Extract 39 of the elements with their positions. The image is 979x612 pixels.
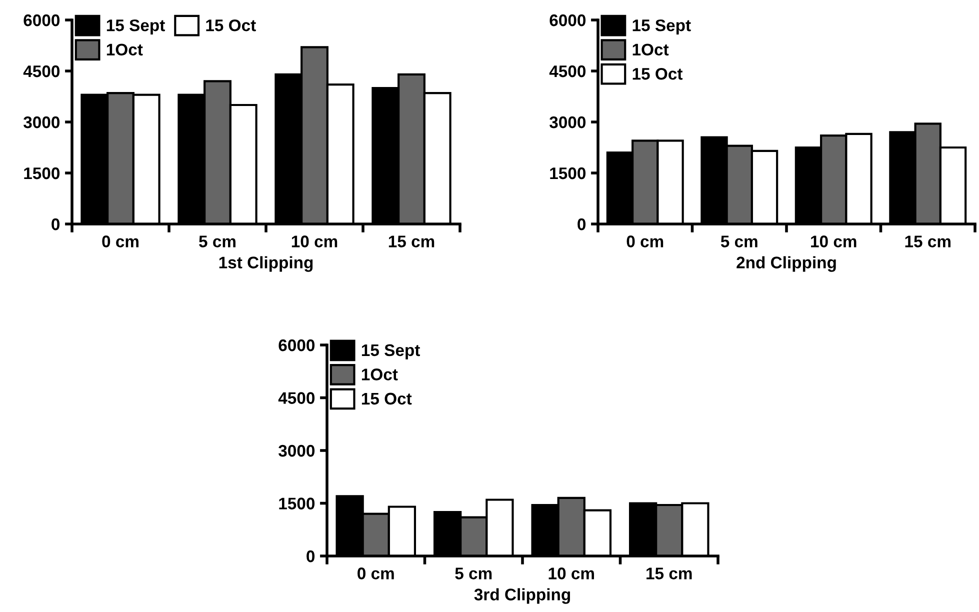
x-tick-label: 0 cm	[102, 236, 138, 248]
legend-label: 1Oct	[106, 44, 143, 56]
legend-label: 15 Sept	[106, 19, 165, 35]
x-tick-label: 15 cm	[646, 568, 692, 580]
x-tick-label: 0 cm	[358, 568, 394, 580]
x-tick-label: 5 cm	[720, 236, 758, 248]
x-tick-label: 0 cm	[626, 236, 664, 248]
x-tick-label: 15 cm	[905, 236, 950, 248]
x-tick-label: 10 cm	[548, 568, 594, 580]
legend-label: 15 Oct	[362, 392, 412, 405]
x-axis-title: 2nd Clipping	[736, 256, 836, 272]
x-tick-label: 10 cm	[811, 236, 856, 248]
y-tick-label: 0	[578, 218, 586, 230]
y-tick-label: 4500	[23, 65, 60, 78]
legend-label: 15 Oct	[206, 19, 256, 32]
y-tick-label: 3000	[24, 116, 60, 128]
y-tick-label: 3000	[550, 116, 586, 128]
legend-label: 1Oct	[362, 368, 398, 380]
x-tick-label: 10 cm	[292, 236, 338, 248]
x-tick-label: 5 cm	[199, 236, 236, 248]
x-tick-label: 15 cm	[388, 236, 434, 248]
x-axis-title: 3rd Clipping	[474, 588, 570, 604]
y-tick-label: 0	[52, 218, 60, 230]
y-tick-label: 1500	[24, 167, 60, 180]
legend-label: 1Oct	[632, 44, 669, 56]
x-tick-label: 5 cm	[455, 568, 492, 580]
y-tick-label: 1500	[550, 167, 586, 180]
legend-label: 15 Sept	[362, 344, 420, 360]
y-tick-label: 6000	[550, 14, 586, 26]
y-tick-label: 0	[306, 550, 315, 562]
y-tick-label: 1500	[279, 498, 315, 510]
y-tick-label: 4500	[278, 392, 315, 404]
y-tick-label: 6000	[278, 339, 315, 352]
legend-label: 15 Sept	[632, 19, 691, 35]
y-tick-label: 6000	[24, 14, 60, 26]
x-axis-title: 1st Clipping	[219, 256, 313, 272]
y-tick-label: 4500	[549, 65, 586, 78]
legend-label: 15 Oct	[632, 68, 683, 80]
y-tick-label: 3000	[278, 444, 315, 457]
